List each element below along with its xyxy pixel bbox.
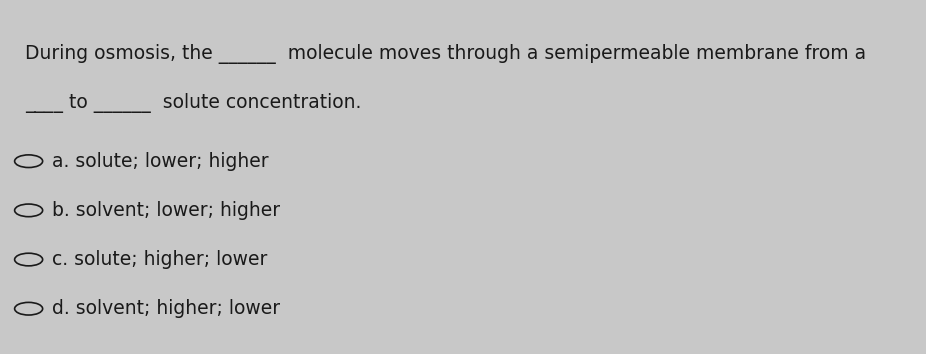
Text: b. solvent; lower; higher: b. solvent; lower; higher [52,201,280,220]
Text: ____ to ______  solute concentration.: ____ to ______ solute concentration. [25,93,361,113]
Text: d. solvent; higher; lower: d. solvent; higher; lower [52,299,280,318]
Text: During osmosis, the ______  molecule moves through a semipermeable membrane from: During osmosis, the ______ molecule move… [25,44,866,63]
Text: a. solute; lower; higher: a. solute; lower; higher [52,152,269,171]
Text: c. solute; higher; lower: c. solute; higher; lower [52,250,268,269]
